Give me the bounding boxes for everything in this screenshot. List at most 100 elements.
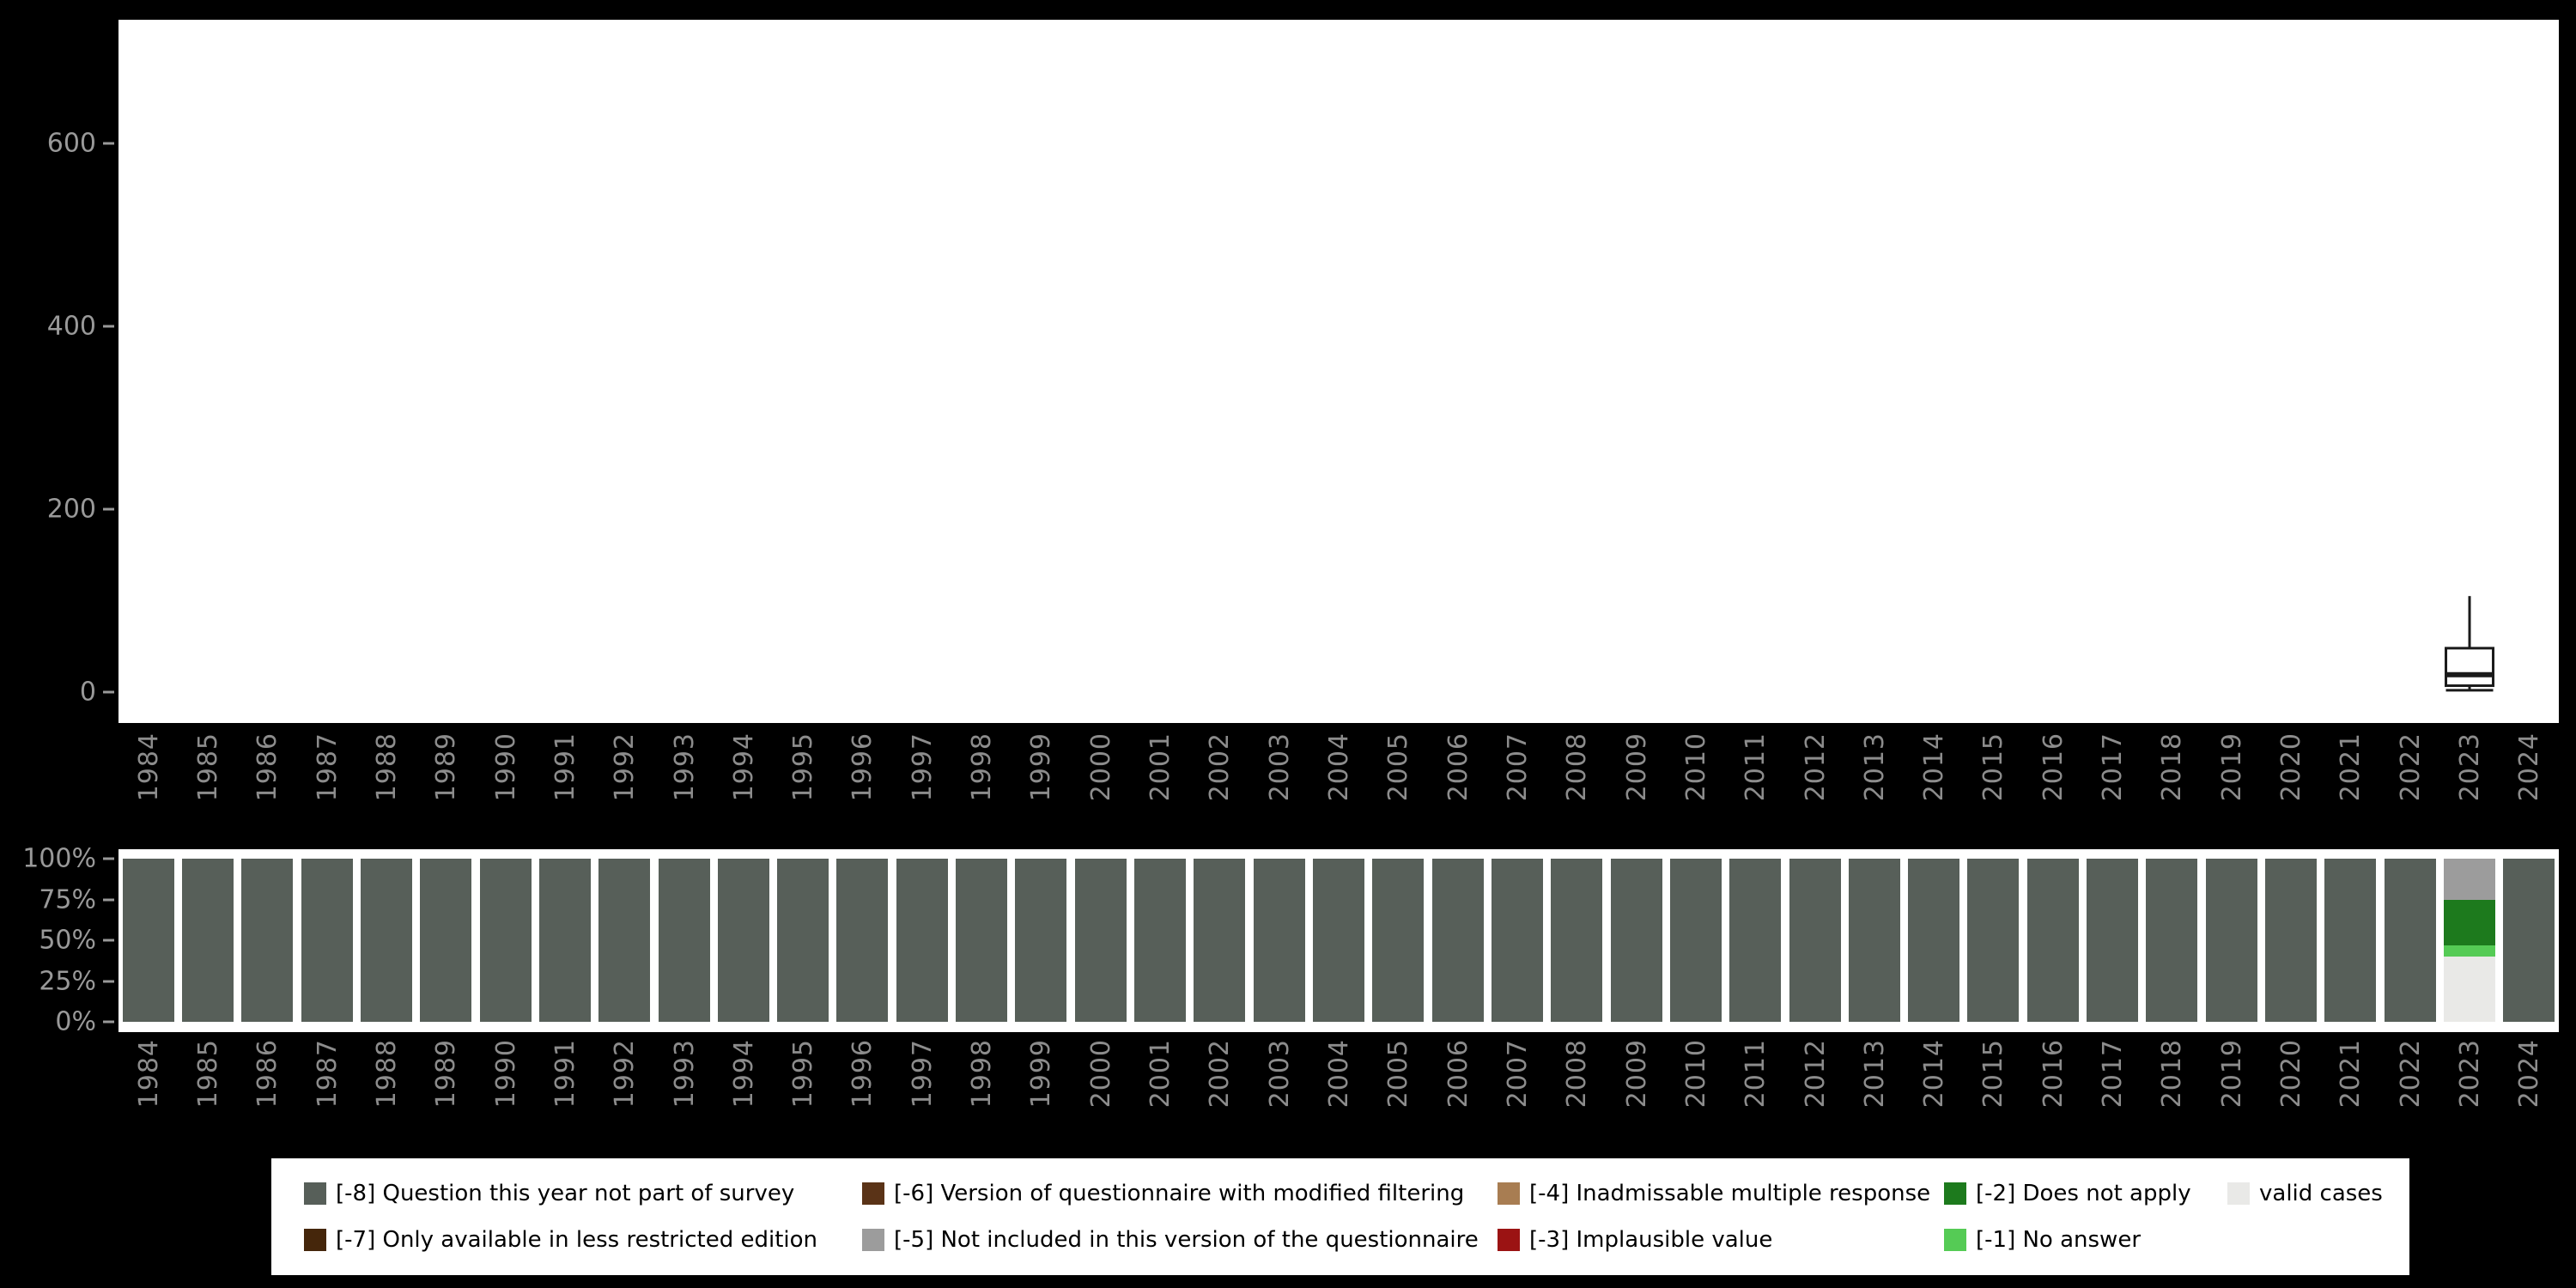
- year-tick-label: 2021: [2336, 1039, 2366, 1109]
- year-tick-label: 1997: [907, 732, 938, 802]
- year-tick-label: 1995: [788, 732, 819, 802]
- year-bar-1999: [1015, 859, 1067, 1022]
- year-tick-label: 2003: [1264, 732, 1295, 802]
- year-tick-label: 2000: [1085, 732, 1116, 802]
- year-tick-label: 1989: [431, 732, 462, 802]
- year-tick-label: 2011: [1741, 732, 1771, 802]
- percent-tick-label: 25%: [39, 966, 96, 996]
- bar-segment--8: [241, 859, 294, 1022]
- year-tick-label: 2019: [2216, 732, 2247, 802]
- year-tick-label: 1994: [728, 1039, 759, 1109]
- year-bar-2004: [1313, 859, 1364, 1022]
- year-tick-label: 2007: [1502, 732, 1533, 802]
- bar-segment--8: [717, 859, 769, 1022]
- year-tick-label: 1990: [490, 732, 521, 802]
- bar-segment--8: [1848, 859, 1900, 1022]
- bar-segment-valid: [2444, 956, 2496, 1022]
- year-tick-label: 2023: [2455, 1039, 2486, 1109]
- year-bar-2007: [1491, 859, 1543, 1022]
- year-bar-2019: [2205, 859, 2257, 1022]
- year-tick-label: 2022: [2395, 732, 2426, 802]
- year-tick-label: 2001: [1145, 1039, 1176, 1109]
- year-bar-2024: [2503, 859, 2555, 1022]
- percent-tick-label: 75%: [39, 884, 96, 914]
- year-tick-label: 1987: [312, 732, 343, 802]
- bar-segment--8: [2146, 859, 2198, 1022]
- counts-boxplot-panel: [118, 20, 2559, 723]
- year-tick-label: 1996: [848, 732, 878, 802]
- year-tick-label: 2005: [1383, 732, 1414, 802]
- bar-segment--8: [1313, 859, 1364, 1022]
- bar-segment--8: [1194, 859, 1246, 1022]
- year-bar-2014: [1908, 859, 1960, 1022]
- year-bar-2010: [1669, 859, 1722, 1022]
- year-tick-label: 1990: [490, 1039, 521, 1109]
- legend-label: [-7] Only available in less restricted e…: [336, 1227, 818, 1253]
- percent-tick-label: 50%: [39, 925, 96, 956]
- year-bar-2022: [2384, 859, 2436, 1022]
- year-bar-1988: [360, 859, 412, 1022]
- year-bar-1990: [479, 859, 532, 1022]
- legend-swatch--4: [1498, 1182, 1520, 1205]
- missing-percent-panel: [118, 849, 2559, 1032]
- bar-segment--8: [836, 859, 889, 1022]
- year-tick-label: 2011: [1741, 1039, 1771, 1109]
- year-tick-label: 1998: [967, 732, 998, 802]
- year-bar-2002: [1194, 859, 1246, 1022]
- year-bar-1994: [717, 859, 769, 1022]
- bar-segment--8: [658, 859, 710, 1022]
- year-tick-label: 2007: [1502, 1039, 1533, 1109]
- year-tick-label: 2015: [1978, 1039, 2009, 1109]
- legend-label: valid cases: [2259, 1181, 2383, 1206]
- year-tick-label: 1999: [1026, 732, 1057, 802]
- legend-entry--3: [-3] Implausible value: [1498, 1217, 1944, 1263]
- year-tick-label: 1997: [907, 1039, 938, 1109]
- year-tick-label: 1995: [788, 1039, 819, 1109]
- year-bar-2018: [2146, 859, 2198, 1022]
- legend-swatch--6: [862, 1182, 884, 1205]
- legend-box: [-8] Question this year not part of surv…: [271, 1158, 2409, 1275]
- count-tick-label: 600: [46, 128, 96, 159]
- legend-label: [-5] Not included in this version of the…: [894, 1227, 1479, 1253]
- year-tick-label: 2009: [1621, 1039, 1652, 1109]
- year-tick-label: 2016: [2038, 732, 2069, 802]
- year-tick-label: 2018: [2157, 732, 2188, 802]
- year-tick-label: 2023: [2455, 732, 2486, 802]
- legend-swatch--2: [1944, 1182, 1966, 1205]
- year-tick-label: 1993: [669, 732, 700, 802]
- boxplot-2023: [2445, 596, 2495, 692]
- year-bar-2000: [1074, 859, 1127, 1022]
- bar-segment--8: [2503, 859, 2555, 1022]
- bar-segment--8: [956, 859, 1008, 1022]
- year-bar-2016: [2026, 859, 2079, 1022]
- year-tick-label: 2006: [1443, 732, 1473, 802]
- year-tick-label: 2024: [2514, 732, 2545, 802]
- legend-swatch--1: [1944, 1229, 1966, 1251]
- bar-segment--2: [2444, 899, 2496, 945]
- count-tick-label: 200: [46, 494, 96, 525]
- count-tick-label: 0: [79, 677, 96, 708]
- year-tick-label: 1984: [133, 1039, 164, 1109]
- legend-label: [-4] Inadmissable multiple response: [1529, 1181, 1931, 1206]
- year-tick-label: 2010: [1680, 1039, 1711, 1109]
- year-tick-label: 2009: [1621, 732, 1652, 802]
- count-axis-tick: [103, 325, 114, 328]
- bar-segment--8: [1074, 859, 1127, 1022]
- year-bar-2003: [1253, 859, 1305, 1022]
- year-tick-label: 1988: [371, 1039, 402, 1109]
- legend-label: [-3] Implausible value: [1529, 1227, 1773, 1253]
- count-tick-label: 400: [46, 311, 96, 342]
- bar-segment--8: [479, 859, 532, 1022]
- percent-axis-tick: [103, 980, 114, 982]
- bar-segment--8: [122, 859, 174, 1022]
- year-tick-label: 1992: [610, 732, 641, 802]
- year-tick-label: 1999: [1026, 1039, 1057, 1109]
- year-tick-label: 1987: [312, 1039, 343, 1109]
- bar-segment--8: [1967, 859, 2020, 1022]
- year-bar-2001: [1134, 859, 1187, 1022]
- legend-entry--5: [-5] Not included in this version of the…: [862, 1217, 1498, 1263]
- bar-segment--8: [360, 859, 412, 1022]
- bar-segment--8: [1669, 859, 1722, 1022]
- year-tick-label: 1985: [192, 732, 223, 802]
